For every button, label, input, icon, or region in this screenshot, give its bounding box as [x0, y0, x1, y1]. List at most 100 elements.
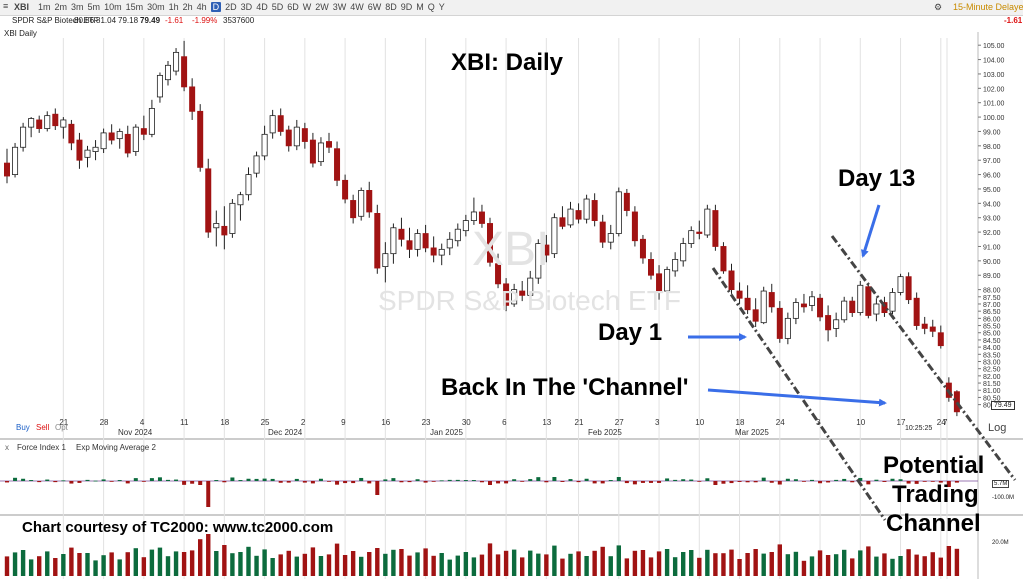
timeframe-5D[interactable]: 5D: [271, 2, 284, 12]
timeframe-10m[interactable]: 10m: [104, 2, 122, 12]
force-bar: [681, 479, 686, 481]
log-scale-toggle[interactable]: Log: [988, 422, 1007, 434]
volume-bar: [37, 556, 42, 576]
x-tick-label: 18: [220, 418, 229, 427]
quote-change-pct: -1.99%: [192, 16, 218, 25]
volume-bar: [28, 559, 34, 576]
timeframe-W[interactable]: W: [302, 2, 312, 12]
timeframe-3W[interactable]: 3W: [332, 2, 347, 12]
force-bar: [576, 481, 581, 483]
month-label: Nov 2024: [118, 428, 153, 437]
y-tick-label: 81.00: [983, 388, 1001, 395]
force-bar: [769, 481, 774, 483]
timeframe-5m[interactable]: 5m: [87, 2, 101, 12]
timeframe-1h[interactable]: 1h: [168, 2, 179, 12]
force-bar: [61, 480, 66, 482]
candle-body: [768, 292, 775, 308]
opt-button[interactable]: Opt: [55, 423, 68, 432]
candle-body: [736, 290, 743, 299]
force-bar: [198, 481, 203, 485]
channel-overlay: [688, 204, 1017, 521]
volume-bar: [109, 552, 114, 576]
timeframe-3D[interactable]: 3D: [240, 2, 253, 12]
force-bar: [818, 481, 823, 484]
candle-body: [140, 128, 147, 135]
force-bar: [310, 481, 315, 484]
indicator-tick-2: -100.0M: [992, 495, 1015, 501]
volume-bar: [914, 554, 919, 576]
timeframe-Q[interactable]: Q: [427, 2, 435, 12]
candle-body: [873, 303, 880, 315]
timeframe-2m[interactable]: 2m: [54, 2, 68, 12]
chart-label: XBI Daily: [4, 29, 37, 38]
x-tick-label: 21: [575, 418, 584, 427]
timeframe-2W[interactable]: 2W: [315, 2, 329, 12]
timeframe-2h[interactable]: 2h: [182, 2, 193, 12]
sell-button[interactable]: Sell: [36, 423, 50, 432]
timeframe-3m[interactable]: 3m: [71, 2, 84, 12]
candle-body: [12, 146, 19, 175]
watermark-symbol: XBI: [472, 223, 550, 276]
volume-bar: [608, 556, 613, 576]
timeframe-15m[interactable]: 15m: [125, 2, 144, 12]
timeframe-D[interactable]: D: [210, 2, 222, 12]
volume-bar: [125, 552, 130, 576]
candle-body: [784, 317, 791, 339]
timeframe-6D[interactable]: 6D: [287, 2, 299, 12]
candle-body: [173, 51, 180, 72]
timeframe-4W[interactable]: 4W: [350, 2, 364, 12]
gridlines: [0, 32, 1023, 579]
timeframe-8D[interactable]: 8D: [385, 2, 397, 12]
y-tick-label: 97.00: [983, 158, 1001, 165]
candle-body: [921, 323, 928, 329]
force-bar: [512, 479, 517, 481]
volume-bar: [672, 557, 678, 576]
timeframe-Y[interactable]: Y: [438, 2, 445, 12]
volume-bar: [399, 549, 404, 576]
force-bar: [343, 481, 348, 484]
day13-label: Day 13: [838, 165, 916, 192]
window-menu-icon[interactable]: ≡: [3, 1, 9, 11]
quote-high: 81.04: [96, 16, 117, 25]
symbol-box[interactable]: XBI: [14, 2, 30, 12]
delay-note: 15-Minute Delayed: [953, 2, 1023, 12]
timeframe-1m[interactable]: 1m: [38, 2, 51, 12]
timeframe-M[interactable]: M: [416, 2, 424, 12]
candle-body: [849, 300, 856, 314]
candle-body: [438, 248, 445, 256]
candle-body: [486, 223, 493, 263]
volume-bar: [117, 559, 122, 576]
volume-bar: [552, 545, 557, 576]
timeframe-4h[interactable]: 4h: [196, 2, 207, 12]
candle-body: [760, 290, 767, 324]
volume-bar: [318, 556, 324, 576]
timeframe-9D[interactable]: 9D: [400, 2, 413, 12]
force-bar: [463, 480, 468, 481]
candle-body: [825, 315, 832, 331]
candle-body: [688, 230, 695, 244]
candle-body: [390, 227, 397, 255]
timeframe-6W[interactable]: 6W: [367, 2, 382, 12]
timeframe-2D[interactable]: 2D: [225, 2, 237, 12]
y-tick-label: 85.00: [983, 331, 1001, 338]
volume-bar: [697, 557, 702, 576]
volume-bar: [310, 547, 316, 576]
indicator-close-icon[interactable]: x: [5, 443, 9, 452]
y-tick-label: 96.00: [983, 173, 1001, 180]
y-tick-label: 89.00: [983, 273, 1001, 280]
force-bar: [166, 479, 170, 481]
buy-button[interactable]: Buy: [16, 423, 30, 432]
candle-body: [543, 244, 550, 256]
candle-body: [527, 277, 534, 296]
timeframe-30m[interactable]: 30m: [147, 2, 165, 12]
volume-bar: [544, 554, 549, 576]
timeframe-4D[interactable]: 4D: [256, 2, 268, 12]
volume-bar: [729, 549, 734, 576]
candle-body: [301, 128, 308, 142]
settings-icon[interactable]: ⚙: [934, 2, 943, 12]
volume-bar: [503, 550, 509, 576]
volume-bar: [946, 546, 952, 576]
force-bar: [109, 481, 114, 482]
candle-body: [374, 213, 381, 269]
day1-label: Day 1: [598, 319, 663, 346]
